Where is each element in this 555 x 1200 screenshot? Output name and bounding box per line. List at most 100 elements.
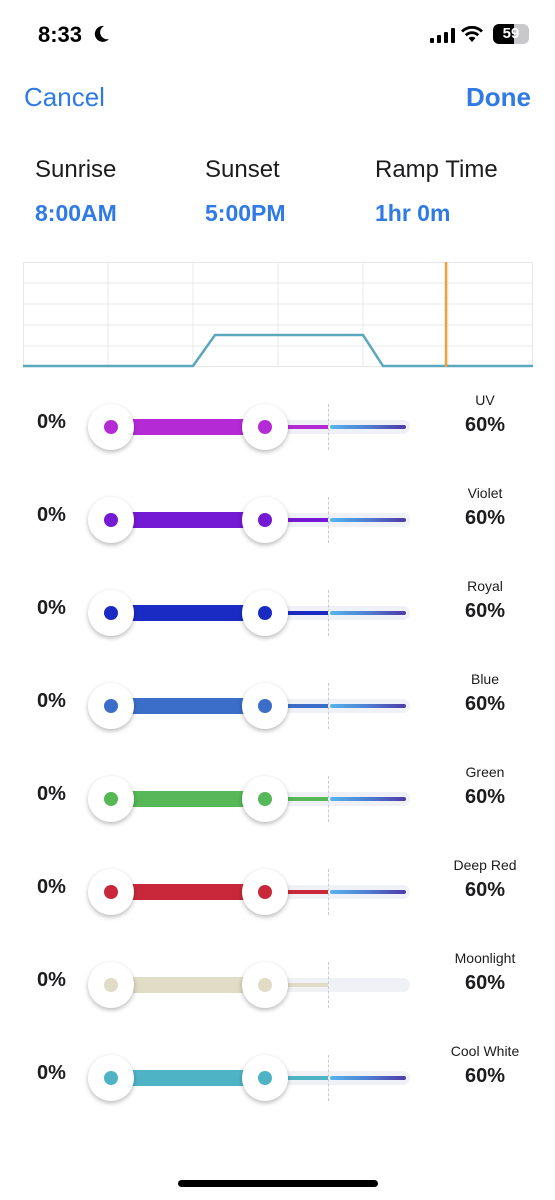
channel-row: 0% Cool White 60% [0,1043,555,1123]
done-button[interactable]: Done [466,82,531,112]
handle-dot [258,513,272,527]
channel-info: Blue 60% [425,671,545,731]
handle-dot [258,792,272,806]
channel-row: 0% Deep Red 60% [0,857,555,937]
slider-max-handle[interactable] [242,497,288,543]
channel-name: Blue [470,671,500,687]
handle-dot [258,1071,272,1085]
cellular-signal-icon [430,28,455,43]
handle-dot [258,606,272,620]
channel-name: Moonlight [454,950,516,966]
slider-marker-line [328,776,329,822]
channel-max-value: 60% [464,972,506,994]
slider-range-fill [112,698,266,714]
handle-dot [104,978,118,992]
slider-min-handle[interactable] [88,776,134,822]
slider-range-fill [112,605,266,621]
slider-tail [266,704,328,708]
slider-range-fill [112,884,266,900]
slider-marker-line [328,404,329,450]
channel-info: Violet 60% [425,485,545,545]
slider-gradient [330,797,406,801]
slider-marker-line [328,869,329,915]
channel-row: 0% UV 60% [0,392,555,472]
ramp-time-value[interactable]: 1hr 0m [375,200,451,226]
sunset-setting[interactable]: Sunset 5:00PM [205,156,286,227]
slider-tail [266,890,328,894]
chart-grid [23,262,533,367]
slider-tail [266,983,328,987]
battery-icon: 59 [493,24,529,44]
channel-min-value: 0% [37,1062,66,1084]
slider-gradient [330,1076,406,1080]
slider-max-handle[interactable] [242,869,288,915]
slider-gradient [330,425,406,429]
channel-max-value: 60% [464,693,506,715]
slider-range-fill [112,419,266,435]
slider-min-handle[interactable] [88,1055,134,1101]
channel-row: 0% Blue 60% [0,671,555,751]
slider-max-handle[interactable] [242,1055,288,1101]
sunrise-label: Sunrise [35,156,117,183]
channel-max-value: 60% [464,786,506,808]
handle-dot [104,792,118,806]
slider-max-handle[interactable] [242,776,288,822]
slider-tail [266,425,328,429]
channel-max-value: 60% [464,879,506,901]
handle-dot [104,1071,118,1085]
status-time: 8:33 [38,22,83,47]
slider-min-handle[interactable] [88,869,134,915]
slider-max-handle[interactable] [242,404,288,450]
channel-min-value: 0% [37,876,66,898]
channel-name: Violet [467,485,503,501]
slider-max-handle[interactable] [242,683,288,729]
slider-min-handle[interactable] [88,497,134,543]
slider-range-fill [112,791,266,807]
schedule-line [23,333,533,368]
handle-dot [104,606,118,620]
slider-min-handle[interactable] [88,404,134,450]
handle-dot [104,699,118,713]
slider-max-handle[interactable] [242,590,288,636]
slider-marker-line [328,590,329,636]
channel-row: 0% Royal 60% [0,578,555,658]
slider-range-fill [112,1070,266,1086]
slider-marker-line [328,962,329,1008]
handle-dot [258,885,272,899]
channel-row: 0% Moonlight 60% [0,950,555,1030]
channel-name: UV [475,392,495,408]
handle-dot [258,978,272,992]
slider-min-handle[interactable] [88,590,134,636]
handle-dot [258,699,272,713]
ramp-time-setting[interactable]: Ramp Time 1hr 0m [375,156,498,227]
sunset-label: Sunset [205,156,280,183]
slider-min-handle[interactable] [88,683,134,729]
slider-gradient [330,518,406,522]
channel-info: Cool White 60% [425,1043,545,1103]
schedule-chart [23,262,533,368]
battery-level: 59 [502,25,520,42]
channel-row: 0% Violet 60% [0,485,555,565]
channel-name: Royal [467,578,503,594]
handle-dot [104,420,118,434]
cancel-button[interactable]: Cancel [24,82,105,112]
channel-info: Royal 60% [425,578,545,638]
sunrise-value[interactable]: 8:00AM [35,200,117,226]
slider-min-handle[interactable] [88,962,134,1008]
handle-dot [104,513,118,527]
channel-min-value: 0% [37,504,66,526]
sunset-value[interactable]: 5:00PM [205,200,286,226]
sunrise-setting[interactable]: Sunrise 8:00AM [35,156,117,227]
channel-name: Green [465,764,505,780]
channel-name: Cool White [450,1043,520,1059]
moon-icon [94,25,109,42]
slider-tail [266,611,328,615]
slider-marker-line [328,497,329,543]
slider-gradient [330,890,406,894]
slider-max-handle[interactable] [242,962,288,1008]
channel-max-value: 60% [464,1065,506,1087]
channel-max-value: 60% [464,600,506,622]
channel-info: Deep Red 60% [425,857,545,917]
slider-gradient [330,704,406,708]
slider-marker-line [328,683,329,729]
